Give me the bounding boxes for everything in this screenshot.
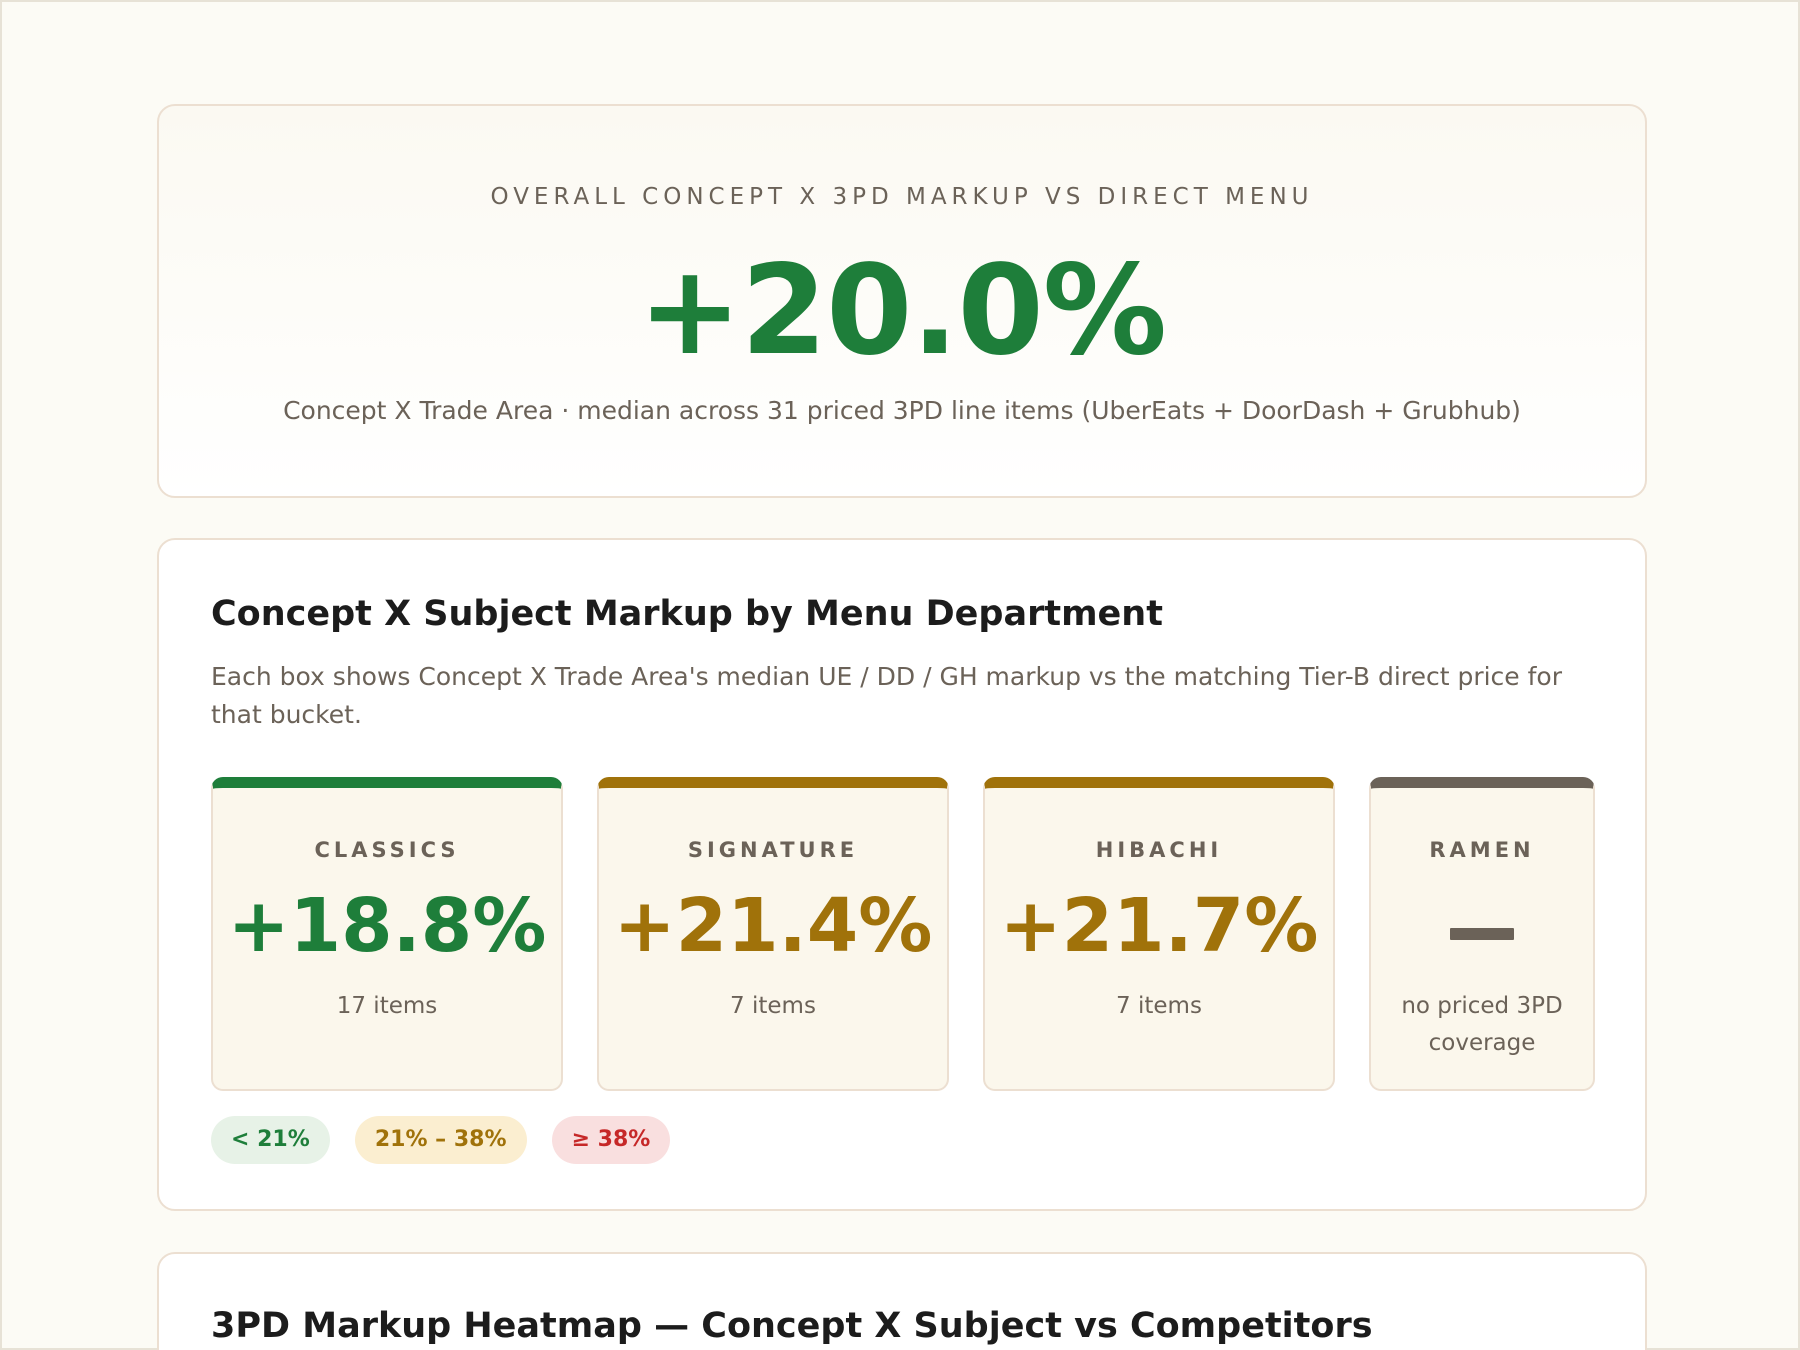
overall-markup-label: OVERALL CONCEPT X 3PD MARKUP VS DIRECT M… [490, 184, 1314, 210]
tile-label: HIBACHI [1095, 838, 1223, 862]
tile-ramen: RAMEN no priced 3PD coverage [1369, 777, 1595, 1091]
tile-hibachi: HIBACHI +21.7% 7 items [983, 777, 1335, 1091]
no-data-dash-icon [1450, 928, 1514, 940]
tile-label: CLASSICS [314, 838, 460, 862]
department-section-title: Concept X Subject Markup by Menu Departm… [211, 594, 1163, 634]
tile-item-count: 17 items [336, 993, 438, 1019]
legend-pill-high: ≥ 38% [551, 1116, 671, 1164]
legend-pill-low: < 21% [211, 1116, 330, 1164]
tile-classics: CLASSICS +18.8% 17 items [211, 777, 563, 1091]
tile-item-count: 7 items [730, 993, 816, 1019]
tile-item-count: 7 items [1116, 993, 1202, 1019]
tile-label: RAMEN [1429, 838, 1535, 862]
heatmap-section-title: 3PD Markup Heatmap — Concept X Subject v… [211, 1306, 1373, 1346]
legend-pill-mid: 21% – 38% [354, 1116, 527, 1164]
heatmap-card: 3PD Markup Heatmap — Concept X Subject v… [157, 1252, 1647, 1350]
department-markup-card: Concept X Subject Markup by Menu Departm… [157, 538, 1647, 1211]
overall-markup-card: OVERALL CONCEPT X 3PD MARKUP VS DIRECT M… [157, 104, 1647, 498]
tile-value: +21.4% [613, 883, 933, 969]
markup-legend: < 21% 21% – 38% ≥ 38% [211, 1116, 690, 1164]
overall-markup-subtitle: Concept X Trade Area · median across 31 … [283, 396, 1521, 425]
department-section-description: Each box shows Concept X Trade Area's me… [211, 662, 1562, 729]
tile-label: SIGNATURE [687, 838, 859, 862]
tile-value: +18.8% [227, 883, 547, 969]
tile-value: +21.7% [999, 883, 1319, 969]
tile-signature: SIGNATURE +21.4% 7 items [597, 777, 949, 1091]
tile-item-count: no priced 3PD coverage [1401, 993, 1563, 1056]
overall-markup-value: +20.0% [637, 239, 1167, 383]
